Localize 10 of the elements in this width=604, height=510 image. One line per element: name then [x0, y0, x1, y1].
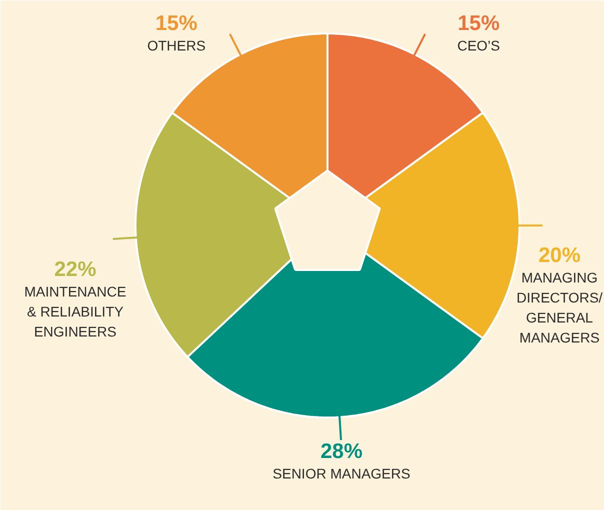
data-label: 20%: [538, 244, 581, 267]
slice-label: MAINTENANCE & RELIABILITY ENGINEERS: [24, 284, 126, 340]
data-label: 15%: [458, 12, 500, 36]
slice-label: OTHERS: [147, 38, 206, 54]
data-label: 28%: [320, 440, 363, 464]
slice-label: MANAGING DIRECTORS/ GENERAL MANAGERS: [516, 270, 603, 346]
data-label: 22%: [54, 258, 97, 282]
slice-label: CEO’S: [457, 38, 500, 54]
data-label: 15%: [155, 12, 198, 36]
slice-label: SENIOR MANAGERS: [272, 466, 410, 482]
